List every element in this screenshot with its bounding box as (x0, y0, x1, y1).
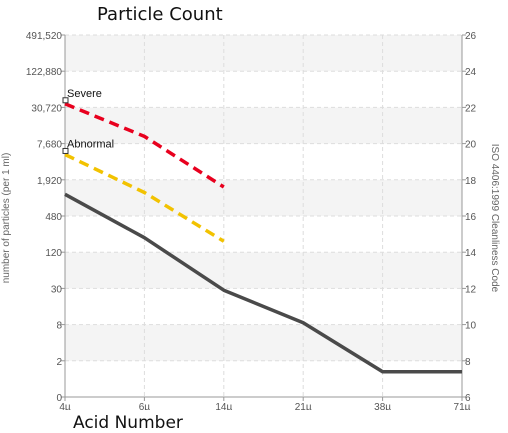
y-tick-label: 30,720 (31, 103, 62, 114)
y2-tick-label: 26 (465, 31, 477, 42)
annotation-label: Abnormal (67, 138, 114, 150)
grid-band (65, 107, 462, 143)
grid-band (65, 144, 462, 180)
x-tick-label: 21µ (295, 402, 312, 410)
y-tick-label: 2 (56, 357, 62, 368)
x-tick-label: 6µ (139, 402, 151, 410)
next-chart-title: Acid Number (73, 413, 183, 433)
x-tick-label: 38µ (374, 402, 391, 410)
y2-tick-label: 18 (465, 176, 477, 187)
grid-band (65, 252, 462, 288)
y-tick-label: 491,520 (26, 31, 63, 42)
y-tick-label: 7,680 (37, 140, 62, 151)
y2-tick-label: 14 (465, 248, 477, 259)
y-tick-label: 1,920 (37, 176, 62, 187)
y2-tick-label: 24 (465, 67, 477, 78)
y2-tick-label: 22 (465, 103, 477, 114)
x-tick-label: 4µ (59, 402, 71, 410)
x-tick-label: 71µ (454, 402, 471, 410)
y-tick-label: 8 (56, 321, 62, 332)
y2-tick-label: 12 (465, 284, 477, 295)
y2-tick-label: 20 (465, 140, 477, 151)
y-tick-label: 120 (45, 248, 62, 259)
y2-tick-label: 16 (465, 212, 477, 223)
annotation-label: Severe (67, 88, 102, 100)
y2-tick-label: 8 (465, 357, 471, 368)
grid-band (65, 180, 462, 216)
y-tick-label: 122,880 (26, 67, 63, 78)
y2-tick-label: 10 (465, 321, 477, 332)
grid-band (65, 216, 462, 252)
y-tick-label: 30 (51, 284, 63, 295)
y2-axis-title: ISO 4406:1999 Cleanliness Code (489, 144, 500, 293)
grid-band (65, 71, 462, 107)
grid-band (65, 361, 462, 397)
y-tick-label: 480 (45, 212, 62, 223)
x-tick-label: 14µ (215, 402, 232, 410)
y-axis-title: number of particles (per 1 ml) (1, 153, 12, 284)
particle-count-chart: 028301204801,9207,68030,720122,880491,52… (0, 0, 508, 410)
grid-band (65, 325, 462, 361)
grid-band (65, 35, 462, 71)
